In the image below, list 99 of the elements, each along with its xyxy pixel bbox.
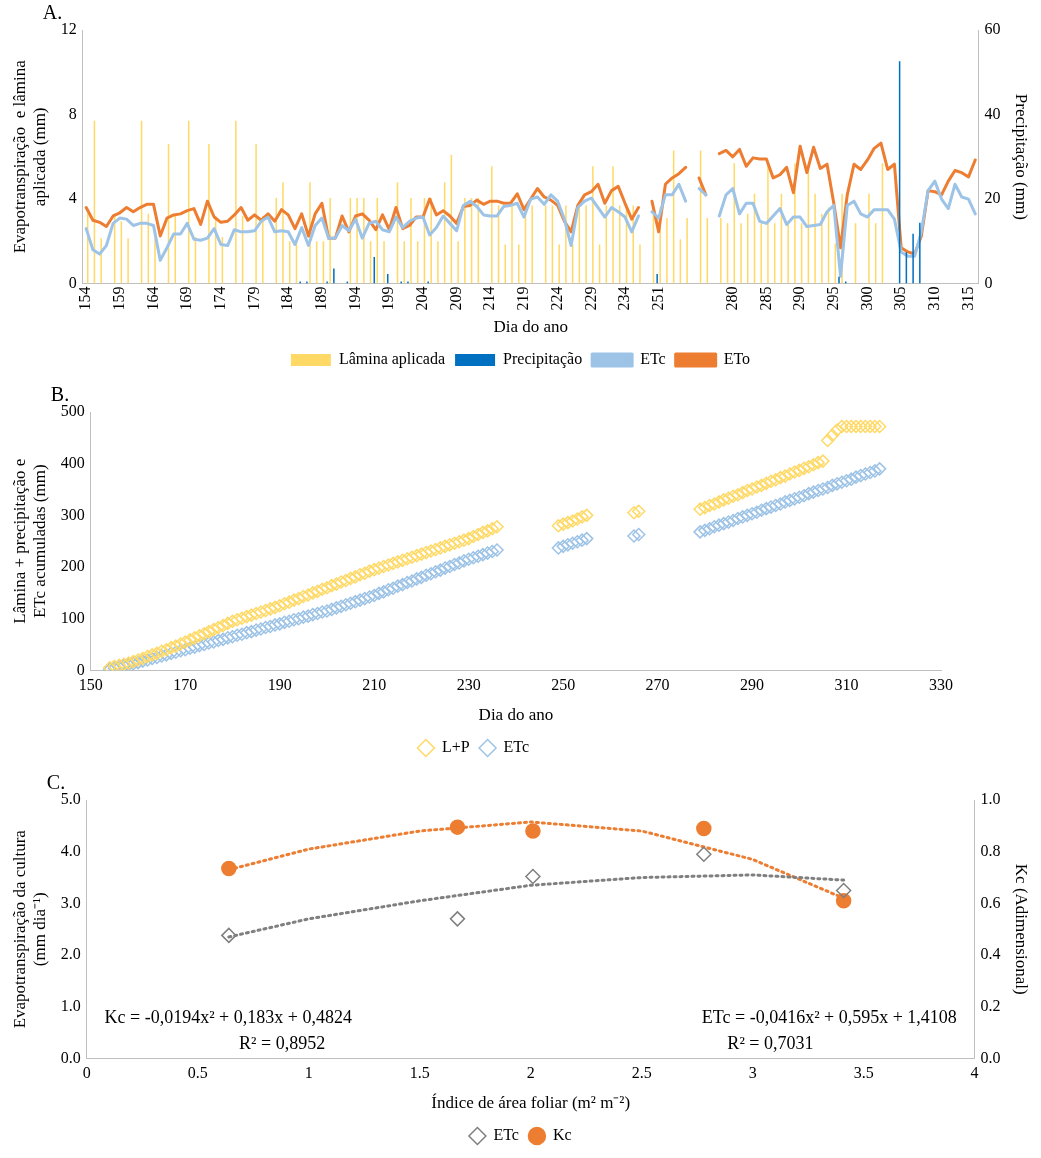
x-tick-label: 184 [278,286,296,311]
y-tick-label: 3.0 [60,893,81,911]
legend-label: ETc [503,738,530,756]
y2-tick-label: 1.0 [980,790,1001,808]
y2-tick-label: 0.2 [980,996,1001,1014]
annotation: R² = 0,8952 [239,1033,326,1054]
y-tick-label: 100 [60,608,85,626]
y2-axis-title: Kc (Adimensional) [1012,863,1032,995]
y-tick-label: 400 [60,453,85,471]
y-tick-label: 0 [76,660,85,678]
y-tick-label: 0 [68,273,77,291]
x-tick-label: 224 [547,286,565,311]
y-tick-label: 4.0 [60,841,81,859]
x-axis-title: Dia do ano [493,317,568,337]
x-tick-label: 270 [645,676,670,694]
x-tick-label: 229 [581,286,599,311]
y-axis-title: Evapotranspiração da cultura (mm dia⁻¹) [9,829,50,1029]
point [221,927,237,944]
x-tick-label: 199 [379,286,397,311]
x-tick-label: 0.5 [187,1064,208,1082]
legend-label: Precipitação [503,350,583,369]
y-axis-title: Evapotranspiração e lâmina aplicada (mm) [9,59,50,254]
legend-label: ETc [640,350,666,368]
y-tick-label: 8 [68,104,77,122]
x-tick-label: 194 [345,286,363,311]
x-tick-label: 280 [722,286,740,311]
x-tick-label: 305 [891,286,909,311]
x-tick-label: 290 [740,676,765,694]
chart-title: A. [42,1,63,24]
x-tick-label: 1 [304,1064,313,1082]
y2-tick-label: 0.4 [980,945,1001,963]
legend-label: ETc [493,1126,519,1144]
point [525,823,541,839]
point [696,846,712,863]
y2-tick-label: 20 [984,189,1001,207]
x-tick-label: 4 [970,1064,979,1082]
point [696,820,712,837]
x-tick-label: 290 [790,286,808,311]
point [449,911,466,927]
point [221,860,237,877]
x-tick-label: 3 [748,1064,757,1082]
x-tick-label: 2.5 [631,1064,652,1082]
x-tick-label: 190 [267,676,292,694]
y-tick-label: 1.0 [60,996,81,1014]
y-tick-label: 4 [68,189,77,207]
y2-tick-label: 60 [984,20,1001,38]
x-tick-label: 230 [456,676,481,694]
y2-tick-label: 0.0 [980,1048,1001,1066]
y-tick-label: 200 [60,557,85,575]
x-tick-label: 174 [211,286,229,311]
y2-tick-label: 0.6 [980,893,1001,911]
x-tick-label: 209 [446,286,464,311]
x-tick-label: 204 [413,286,431,311]
point [449,819,466,835]
legend-label: Kc [552,1126,572,1144]
x-tick-label: 285 [756,286,774,311]
x-tick-label: 310 [925,286,943,311]
y2-tick-label: 40 [984,104,1001,122]
point [835,893,852,909]
x-tick-label: 295 [823,286,841,311]
x-tick-label: 154 [76,286,94,311]
x-tick-label: 310 [834,676,859,694]
legend-label: ETo [723,350,751,368]
y2-tick-label: 0.8 [980,841,1001,859]
x-tick-label: 3.5 [853,1064,874,1082]
x-tick-label: 1.5 [409,1064,430,1082]
x-tick-label: 250 [551,676,576,694]
x-tick-label: 214 [480,286,498,311]
legend-label: Lâmina aplicada [338,350,446,369]
x-tick-label: 219 [514,286,532,311]
y-tick-label: 2.0 [60,945,81,963]
y-tick-label: 0.0 [60,1048,81,1066]
y2-axis-title: Precipitação (mm) [1012,93,1032,220]
x-tick-label: 234 [615,286,633,311]
x-tick-label: 251 [648,286,666,311]
x-tick-label: 169 [177,286,195,311]
annotation: R² = 0,7031 [727,1033,814,1054]
x-tick-label: 2 [526,1064,535,1082]
y2-tick-label: 0 [984,273,993,291]
x-axis-title: Dia do ano [478,705,554,725]
x-tick-label: 159 [110,286,128,311]
point [835,882,852,899]
x-tick-label: 315 [958,286,976,311]
x-tick-label: 330 [929,676,953,694]
x-tick-label: 170 [173,676,198,694]
x-tick-label: 164 [143,286,161,311]
x-tick-label: 300 [857,286,875,311]
y-tick-label: 300 [60,505,85,523]
x-tick-label: 210 [362,676,387,694]
x-tick-label: 150 [78,676,103,694]
point [525,868,541,885]
x-tick-label: 179 [244,286,262,311]
legend-label: L+P [441,738,470,756]
y-tick-label: 12 [60,20,77,38]
annotation: Kc = -0,0194x² + 0,183x + 0,4824 [104,1007,352,1028]
x-axis-title: Índice de área foliar (m² m⁻²) [431,1093,631,1113]
y-axis-title: Lâmina + precipitação e ETc acumuladas (mm) [9,458,50,624]
x-tick-label: 189 [312,286,330,311]
annotation: ETc = -0,0416x² + 0,595x + 1,4108 [701,1007,957,1028]
